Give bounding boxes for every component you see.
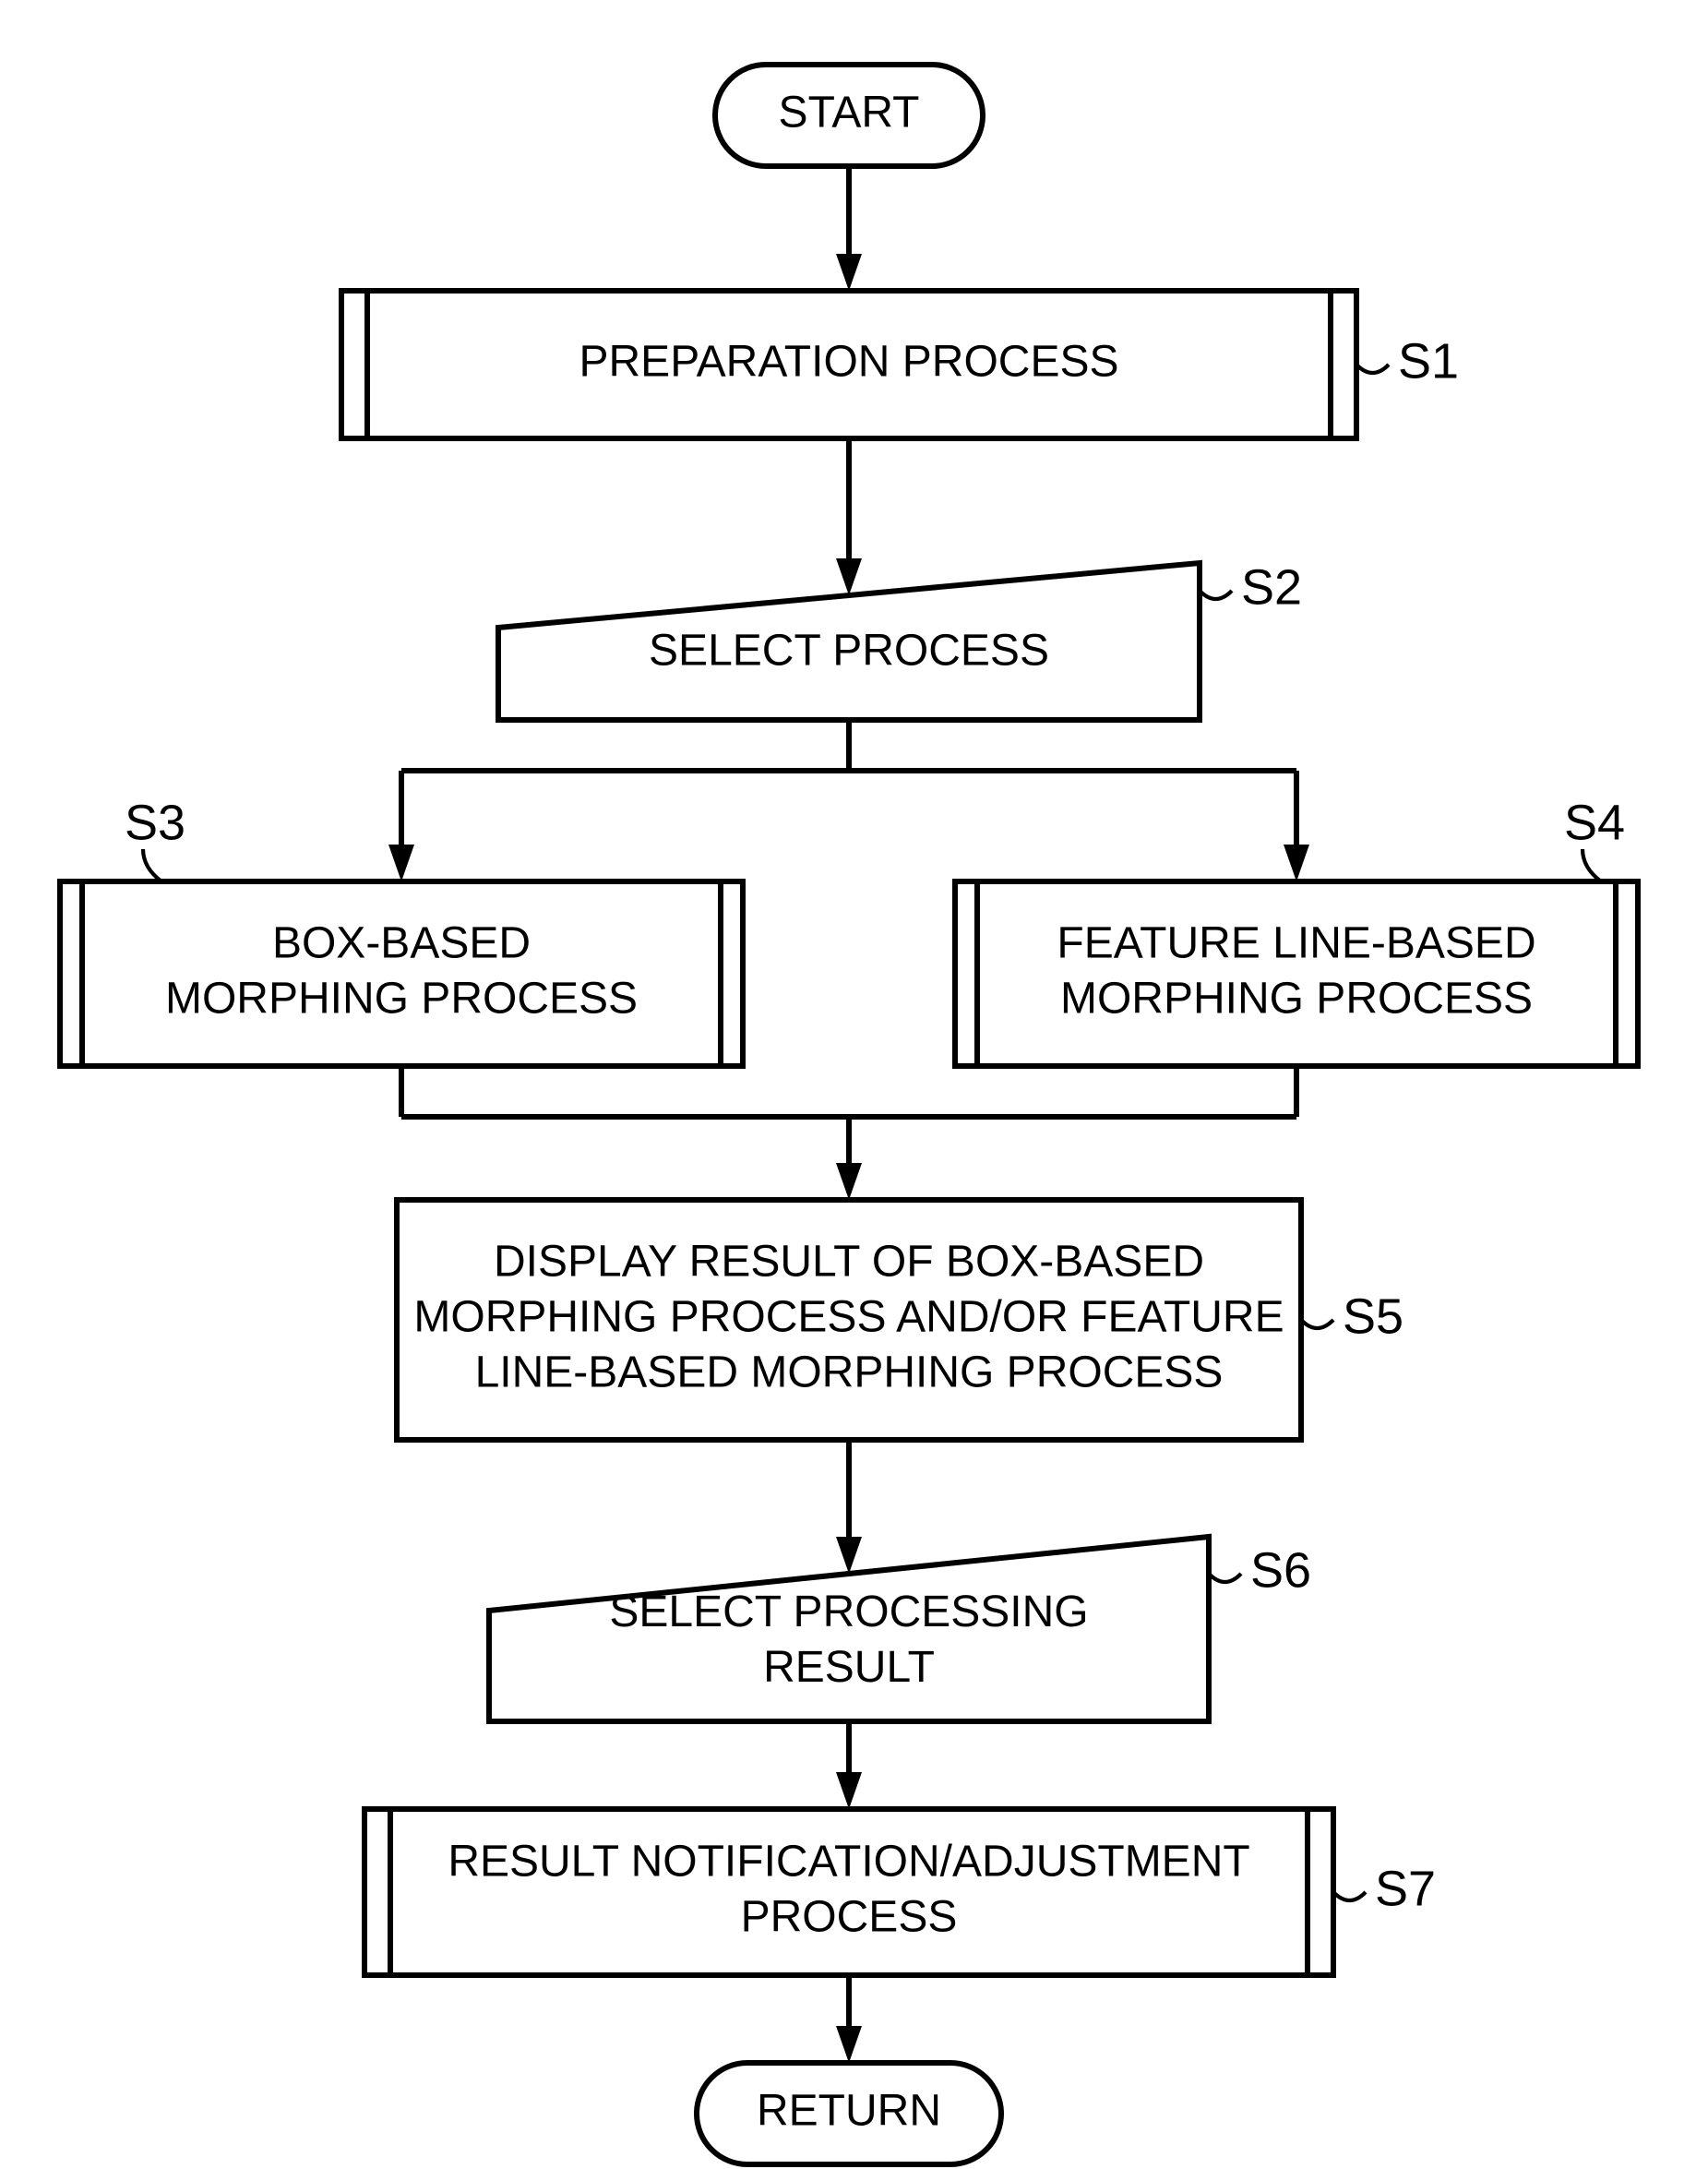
svg-text:PREPARATION PROCESS: PREPARATION PROCESS xyxy=(579,338,1119,387)
svg-text:LINE-BASED MORPHING PROCESS: LINE-BASED MORPHING PROCESS xyxy=(475,1348,1224,1397)
svg-text:FEATURE LINE-BASED: FEATURE LINE-BASED xyxy=(1057,919,1535,968)
svg-text:S4: S4 xyxy=(1564,795,1625,850)
svg-text:RESULT: RESULT xyxy=(763,1643,935,1692)
svg-text:MORPHING PROCESS: MORPHING PROCESS xyxy=(1060,975,1533,1024)
svg-text:S6: S6 xyxy=(1250,1542,1311,1598)
svg-text:S2: S2 xyxy=(1241,559,1302,615)
svg-text:S1: S1 xyxy=(1398,333,1459,389)
svg-text:S7: S7 xyxy=(1375,1861,1436,1916)
svg-text:PROCESS: PROCESS xyxy=(741,1893,958,1942)
svg-text:RESULT NOTIFICATION/ADJUSTMENT: RESULT NOTIFICATION/ADJUSTMENT xyxy=(448,1838,1249,1887)
svg-text:START: START xyxy=(779,89,920,138)
svg-text:S5: S5 xyxy=(1343,1288,1403,1344)
svg-text:BOX-BASED: BOX-BASED xyxy=(272,919,531,968)
svg-text:SELECT PROCESSING: SELECT PROCESSING xyxy=(609,1588,1088,1636)
svg-text:MORPHING PROCESS: MORPHING PROCESS xyxy=(165,975,638,1024)
svg-text:DISPLAY RESULT OF BOX-BASED: DISPLAY RESULT OF BOX-BASED xyxy=(494,1238,1204,1287)
svg-text:S3: S3 xyxy=(125,795,185,850)
svg-text:SELECT PROCESS: SELECT PROCESS xyxy=(649,626,1049,675)
svg-text:MORPHING PROCESS AND/OR FEATUR: MORPHING PROCESS AND/OR FEATURE xyxy=(413,1293,1284,1342)
flowchart-container: START PREPARATION PROCESS S1 SELECT PROCESS… xyxy=(0,0,1708,2169)
svg-text:RETURN: RETURN xyxy=(757,2087,941,2136)
